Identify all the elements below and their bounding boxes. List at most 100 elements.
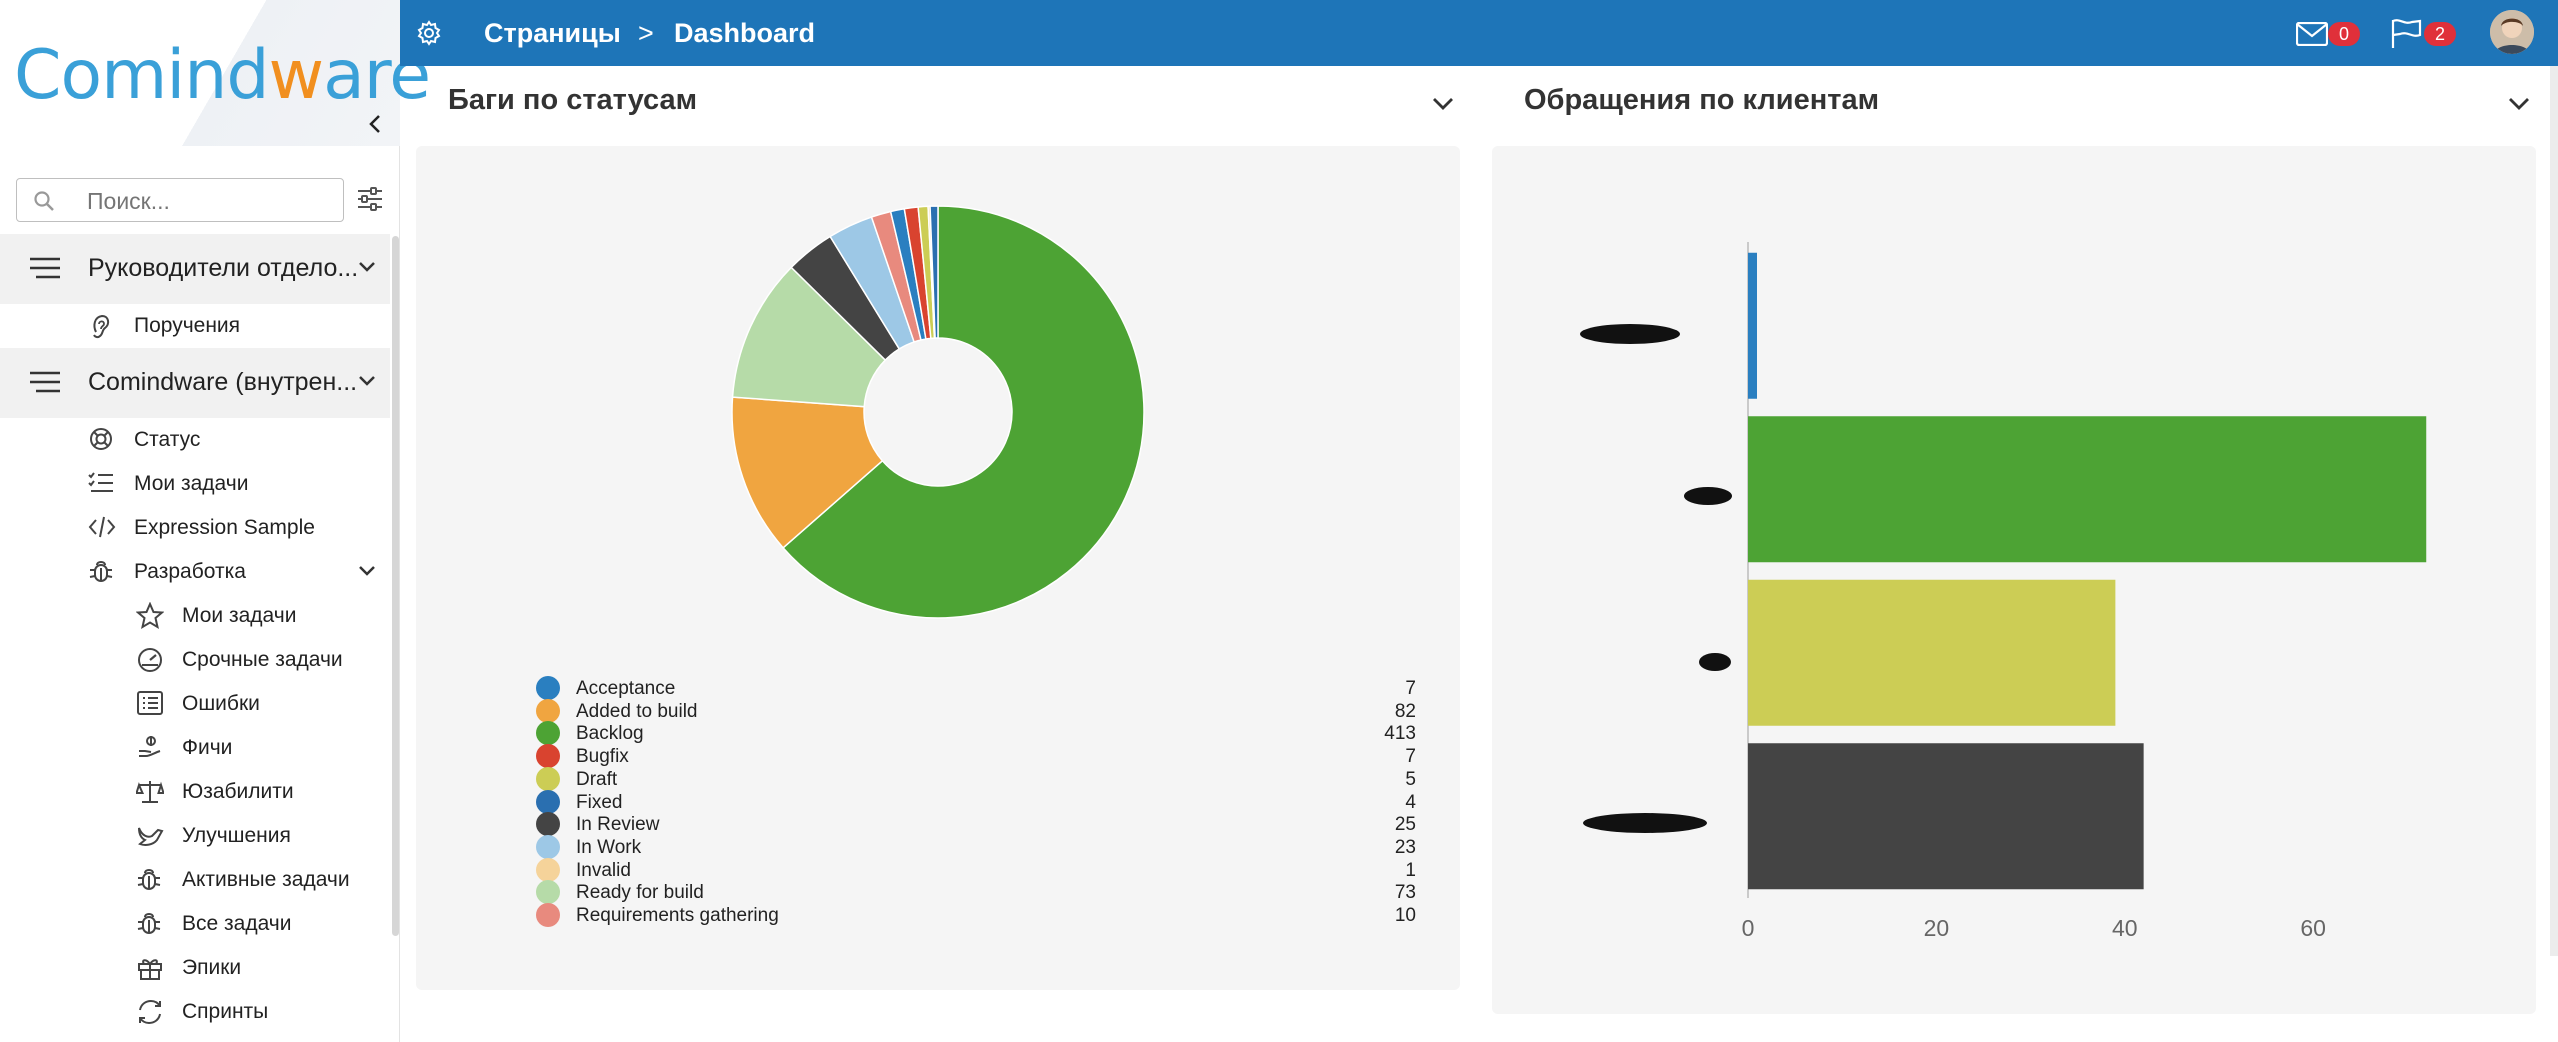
pie-slice-fixed[interactable]: [929, 205, 939, 339]
legend-item[interactable]: In Work 23: [536, 834, 1416, 859]
gauge-icon: [138, 648, 162, 672]
bar-2[interactable]: [1748, 579, 2116, 726]
panel-title-bugs-by-status: Баги по статусам: [448, 84, 698, 116]
ear-icon: [93, 314, 110, 339]
legend-label: Bugfix: [576, 746, 629, 768]
sidebar-item-label: Фичи: [182, 736, 233, 759]
dove-icon: [138, 827, 164, 846]
legend-swatch: [536, 789, 560, 814]
legend-value: 413: [1384, 723, 1416, 745]
pie-slice-backlog[interactable]: [782, 205, 1145, 619]
legend-value: 7: [1405, 678, 1416, 699]
legend-item[interactable]: Invalid 1: [536, 857, 1416, 882]
legend-swatch: [536, 744, 560, 769]
logo: Comindware®: [14, 25, 448, 115]
legend-value: 25: [1394, 814, 1416, 836]
x-tick-label: 0: [1742, 915, 1755, 941]
bar-chart: 0 20 40 60: [1580, 242, 2427, 941]
sidebar-item-label: Мои задачи: [134, 472, 249, 495]
chevron-down-icon[interactable]: [358, 260, 376, 274]
legend-swatch: [536, 880, 560, 905]
bar-0[interactable]: [1748, 252, 1757, 399]
legend-item[interactable]: Backlog 413: [536, 721, 1416, 746]
legend-value: 1: [1405, 859, 1416, 881]
panel-requests-by-client: 0 20 40 60: [1492, 146, 2536, 1014]
chevron-down-icon[interactable]: [1432, 96, 1454, 112]
legend-swatch: [536, 766, 560, 791]
top-bar: Страницы > Dashboard 0 2: [400, 0, 2558, 66]
legend-value: 7: [1405, 746, 1416, 768]
search-icon: [34, 191, 54, 211]
panel-bugs-by-status: Acceptance 7 Added to build 82 Backlog 413 Bug…: [416, 146, 1460, 990]
breadcrumb-pages[interactable]: Страницы: [484, 18, 621, 48]
legend-item[interactable]: Acceptance 7: [536, 676, 1416, 700]
legend-swatch: [536, 698, 560, 723]
legend-swatch: [536, 676, 560, 700]
bug-icon: [137, 869, 161, 890]
legend-item[interactable]: Ready for build 73: [536, 880, 1416, 905]
legend-item[interactable]: Fixed 4: [536, 789, 1416, 814]
star-icon: [136, 602, 164, 630]
chevron-down-icon[interactable]: [358, 564, 376, 578]
legend-label: Requirements gathering: [576, 905, 779, 926]
menu-icon: [30, 371, 60, 393]
legend-label: Added to build: [576, 700, 698, 722]
pie-slice-ready-for-build[interactable]: [731, 266, 887, 408]
bug-icon: [137, 913, 161, 934]
legend-swatch: [536, 812, 560, 837]
x-tick-label: 60: [2300, 915, 2326, 941]
sidebar-item-label: Активные задачи: [182, 868, 350, 891]
panel-title-requests-by-client: Обращения по клиентам: [1524, 84, 1880, 116]
pie-slice-added-to-build[interactable]: [731, 396, 884, 549]
mail-icon[interactable]: [2296, 22, 2328, 46]
legend-item[interactable]: Added to build 82: [536, 698, 1416, 723]
flag-icon[interactable]: [2390, 18, 2422, 48]
legend-value: 10: [1394, 905, 1416, 926]
legend-item[interactable]: Draft 5: [536, 766, 1416, 791]
sidebar-item-development[interactable]: Разработка: [88, 552, 384, 592]
sidebar-item-label: Улучшения: [182, 824, 291, 847]
bar-3[interactable]: [1748, 743, 2144, 890]
collapse-sidebar-icon[interactable]: [364, 112, 388, 136]
legend-value: 5: [1405, 768, 1416, 790]
sidebar-group-managers[interactable]: Руководители отдело...: [0, 234, 390, 304]
legend-swatch: [536, 834, 560, 859]
code-icon: [88, 516, 116, 538]
chevron-down-icon[interactable]: [358, 374, 376, 388]
bar-1[interactable]: [1748, 416, 2427, 563]
pie-chart: [731, 205, 1145, 619]
filter-settings-icon[interactable]: [356, 186, 384, 212]
sidebar-group-comindware[interactable]: Comindware (внутрен...: [0, 348, 390, 418]
legend-value: 23: [1394, 836, 1416, 858]
search-input[interactable]: [87, 187, 327, 215]
sidebar: Comindware® Руководители отдело... Поруч…: [0, 0, 448, 1042]
sidebar-item-label: Все задачи: [182, 912, 292, 935]
chevron-down-icon[interactable]: [2508, 96, 2530, 112]
page-title: Dashboard: [674, 18, 816, 48]
checklist-icon: [88, 472, 113, 492]
lifebuoy-icon: [90, 428, 112, 450]
sidebar-item-label: Поручения: [134, 314, 241, 337]
hand-icon: [139, 736, 161, 757]
legend-swatch: [536, 721, 560, 746]
sidebar-item-label: Срочные задачи: [182, 648, 343, 671]
legend-item[interactable]: In Review 25: [536, 812, 1416, 837]
list-icon: [137, 691, 163, 715]
scales-icon: [136, 781, 164, 803]
sidebar-group-label: Руководители отдело...: [88, 254, 358, 282]
main-scrollbar[interactable]: [2550, 66, 2558, 956]
sidebar-scrollbar[interactable]: [392, 236, 399, 936]
legend-item[interactable]: Bugfix 7: [536, 744, 1416, 769]
legend-label: In Work: [576, 836, 642, 858]
sidebar-item-label: Разработка: [134, 560, 246, 583]
avatar[interactable]: [2490, 10, 2534, 54]
mail-count-badge: 0: [2328, 22, 2360, 46]
sidebar-item-label: Expression Sample: [134, 516, 315, 539]
legend-label: In Review: [576, 814, 660, 836]
legend-item[interactable]: Requirements gathering 10: [536, 903, 1416, 927]
gear-icon[interactable]: [416, 20, 442, 46]
gift-icon: [138, 959, 162, 980]
x-tick-label: 20: [1924, 915, 1950, 941]
sidebar-item-label: Эпики: [182, 956, 242, 979]
redacted-labels: [1580, 324, 1732, 833]
